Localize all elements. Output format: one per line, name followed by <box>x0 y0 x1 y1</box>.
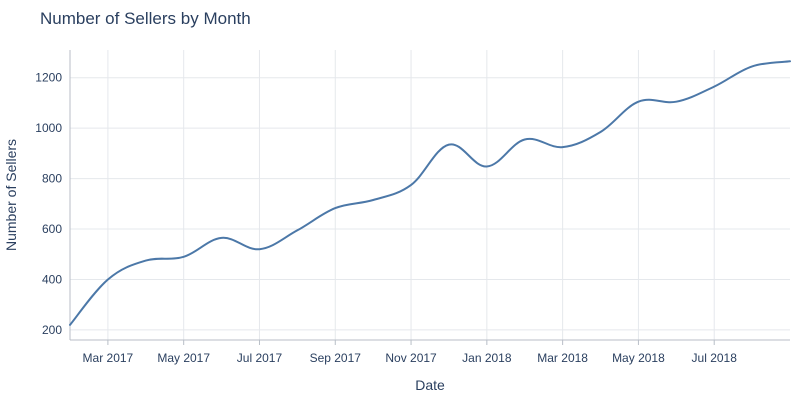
y-axis-title: Number of Sellers <box>3 139 19 251</box>
tick-labels: Mar 2017 May 2017 Jul 2017 Sep 2017 Nov 2017… <box>35 71 737 365</box>
x-tick-label: Jul 2018 <box>692 351 738 365</box>
data-point <box>562 146 564 148</box>
x-tick-label: May 2018 <box>612 351 665 365</box>
y-tick-label: 400 <box>42 272 62 286</box>
data-point <box>637 101 639 103</box>
data-point <box>486 166 488 168</box>
x-tick-label: Mar 2018 <box>537 351 588 365</box>
chart-title: Number of Sellers by Month <box>40 9 251 28</box>
data-point <box>69 324 71 326</box>
x-tick-label: Nov 2017 <box>385 351 437 365</box>
x-axis-title: Date <box>415 377 445 393</box>
data-point <box>183 256 185 258</box>
y-tick-label: 200 <box>42 323 62 337</box>
data-point <box>675 101 677 103</box>
data-point <box>448 144 450 146</box>
data-point <box>259 248 261 250</box>
data-point <box>524 139 526 141</box>
data-point <box>751 65 753 67</box>
x-tick-label: Mar 2017 <box>83 351 134 365</box>
y-tick-label: 800 <box>42 172 62 186</box>
y-tick-label: 1000 <box>35 121 62 135</box>
data-point <box>296 229 298 231</box>
x-tick-label: Jul 2017 <box>237 351 283 365</box>
series-layer <box>69 60 791 326</box>
data-point <box>713 86 715 88</box>
y-tick-label: 600 <box>42 222 62 236</box>
data-point <box>600 131 602 133</box>
data-point <box>334 207 336 209</box>
data-point <box>221 237 223 239</box>
x-tick-label: May 2017 <box>157 351 210 365</box>
axes <box>69 50 790 345</box>
data-point <box>145 260 147 262</box>
data-point <box>789 60 791 62</box>
data-point <box>372 199 374 201</box>
y-tick-label: 1200 <box>35 71 62 85</box>
series-line <box>69 60 791 326</box>
data-point <box>410 184 412 186</box>
x-tick-label: Jan 2018 <box>462 351 512 365</box>
grid-lines <box>70 50 790 340</box>
x-tick-label: Sep 2017 <box>310 351 362 365</box>
data-point <box>107 279 109 281</box>
